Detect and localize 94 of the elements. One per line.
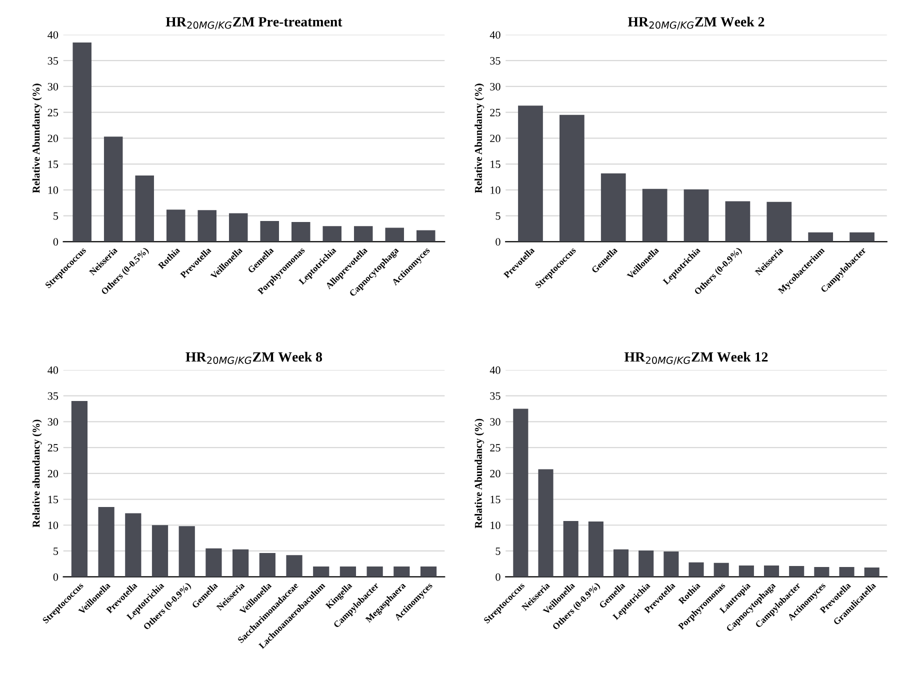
y-tick-label: 5 (496, 548, 500, 555)
y-tick-label: 0 (53, 238, 58, 246)
bar (98, 507, 114, 577)
bar (738, 565, 754, 577)
y-tick-label: 30 (48, 82, 58, 90)
bar (600, 173, 626, 242)
bar (178, 526, 195, 577)
y-axis-title: Relative abundancy (%) (32, 420, 42, 528)
bar (560, 114, 584, 242)
y-tick-label: 20 (490, 470, 500, 478)
y-tick-label: 35 (48, 392, 58, 400)
bar (125, 513, 142, 577)
bar (808, 232, 834, 242)
bar (613, 549, 629, 577)
y-tick-label: 15 (48, 160, 58, 168)
bar (104, 136, 123, 242)
bar (864, 568, 880, 577)
bar (322, 226, 342, 242)
bar (588, 522, 604, 577)
y-tick-label: 15 (490, 160, 500, 168)
bar (385, 228, 404, 242)
bar (206, 548, 222, 577)
y-tick-label: 25 (48, 444, 58, 452)
y-tick-label: 20 (490, 134, 500, 142)
bar (814, 567, 830, 577)
bar (638, 550, 654, 577)
y-tick-label: 40 (490, 366, 500, 374)
bar (286, 555, 302, 577)
y-tick-label: 15 (48, 496, 58, 504)
y-tick-label: 10 (48, 522, 58, 530)
bar (684, 189, 709, 242)
bar (766, 202, 792, 242)
bar (259, 553, 276, 577)
y-tick-label: 35 (48, 57, 58, 65)
bar (313, 566, 330, 577)
chart-title: HR$_{20MG/KG}$ZM Week 2 (628, 16, 764, 30)
bar (166, 210, 186, 242)
y-tick-label: 35 (490, 57, 500, 65)
y-tick-label: 30 (48, 418, 58, 426)
bar (291, 222, 310, 242)
bar (340, 566, 356, 577)
y-tick-label: 25 (490, 444, 500, 452)
bar (71, 400, 88, 577)
y-tick-label: 40 (490, 31, 500, 39)
y-tick-label: 25 (490, 108, 500, 116)
bar (416, 230, 436, 242)
bar (152, 525, 168, 577)
bar (394, 566, 410, 577)
y-tick-label: 5 (54, 548, 58, 555)
bar (72, 42, 92, 242)
y-tick-label: 5 (54, 212, 58, 220)
bar (725, 201, 750, 242)
bar (764, 565, 780, 577)
y-tick-label: 30 (490, 418, 500, 426)
y-tick-label: 20 (48, 470, 58, 478)
bar (366, 566, 383, 577)
bar (563, 520, 578, 577)
bar (789, 566, 804, 577)
chart-title: HR$_{20MG/KG}$ZM Week 12 (624, 352, 768, 365)
y-tick-label: 35 (490, 392, 500, 400)
chart-title: HR$_{20MG/KG}$ZM Week 8 (186, 352, 322, 365)
y-tick-label: 20 (48, 134, 58, 142)
y-tick-label: 0 (496, 238, 500, 246)
bar (135, 175, 154, 242)
bar (714, 562, 729, 577)
bar (688, 562, 704, 577)
bar (232, 549, 249, 577)
y-tick-label: 10 (490, 186, 500, 194)
y-tick-label: 40 (48, 31, 58, 39)
y-axis-title: Relative Abundancy (%) (32, 84, 42, 194)
y-tick-label: 0 (53, 573, 58, 581)
y-axis-title: Relative Abundancy (%) (474, 418, 484, 528)
bar (354, 226, 373, 242)
y-tick-label: 40 (48, 366, 58, 374)
bar (518, 106, 543, 242)
y-tick-label: 5 (496, 212, 500, 220)
y-tick-label: 25 (48, 108, 58, 116)
bar (198, 210, 216, 242)
bar (228, 213, 248, 242)
y-tick-label: 0 (496, 573, 500, 581)
bar (260, 220, 279, 242)
bar (850, 232, 874, 242)
y-axis-title: Relative Abundancy (%) (474, 84, 484, 194)
y-tick-label: 30 (490, 82, 500, 90)
y-tick-label: 10 (490, 522, 500, 530)
y-tick-label: 15 (490, 496, 500, 504)
y-tick-label: 10 (48, 186, 58, 194)
bar (664, 552, 679, 577)
bar (538, 469, 554, 577)
bar (513, 408, 528, 577)
bar (420, 566, 437, 577)
bar (839, 567, 854, 577)
bar (642, 188, 668, 242)
chart-title: HR$_{20MG/KG}$ZM Pre-treatment (166, 17, 342, 30)
